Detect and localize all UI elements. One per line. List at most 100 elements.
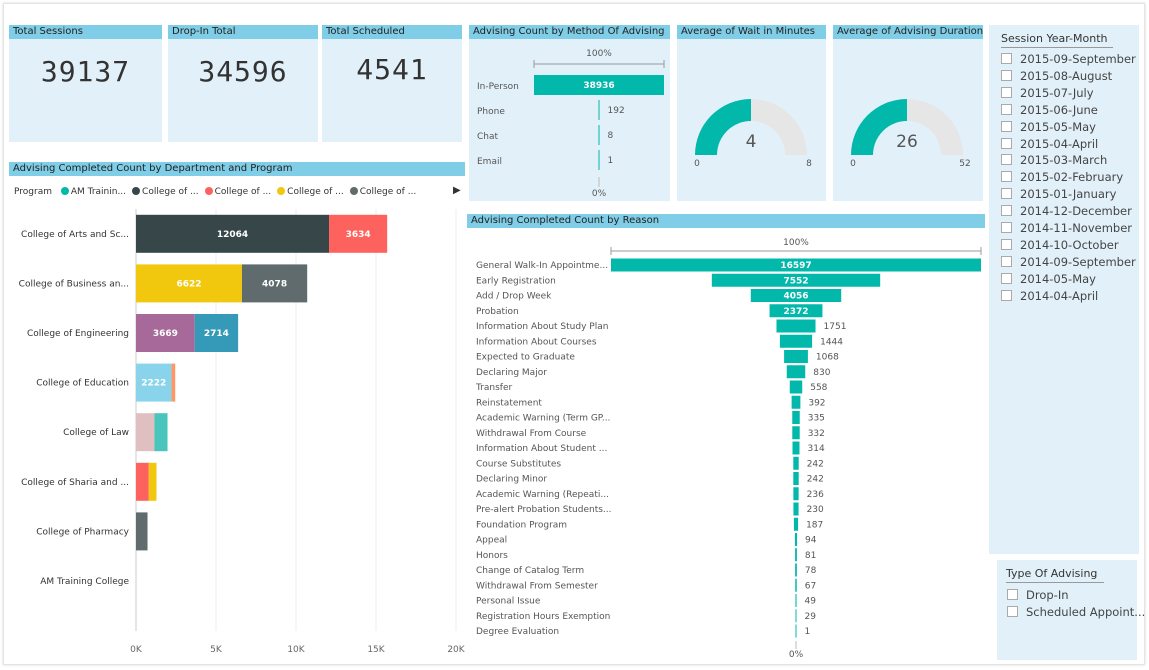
legend-more-icon[interactable]: ▶	[453, 185, 461, 196]
reason-category-label: Academic Warning (Repeati...	[476, 490, 609, 500]
checkbox-icon[interactable]	[1001, 154, 1012, 166]
reason-bar	[792, 426, 800, 440]
dept-bar-segment	[148, 462, 157, 501]
reason-category-label: Withdrawal From Course	[476, 429, 587, 439]
wait-gauge-value: 4	[746, 132, 757, 152]
year-month-option[interactable]: 2015-07-July	[1001, 86, 1094, 100]
year-month-option[interactable]: 2015-04-April	[1001, 137, 1098, 151]
type-option[interactable]: Drop-In	[1007, 588, 1069, 602]
legend-item-label[interactable]: College of ...	[142, 187, 199, 197]
reason-bar	[786, 365, 806, 379]
dept-bar-segment	[154, 413, 168, 452]
duration-gauge-card[interactable]: Average of Advising Duration 26 0 52	[833, 25, 983, 201]
reason-bar	[795, 578, 797, 592]
wait-gauge-fill	[695, 99, 751, 155]
reason-value-label: 1444	[820, 337, 843, 347]
year-month-option-label: 2014-11-November	[1020, 221, 1133, 235]
reason-bar	[769, 304, 823, 318]
year-month-slicer[interactable]: Session Year-Month 2015-09-September 2015…	[989, 25, 1139, 554]
checkbox-icon[interactable]	[1001, 171, 1012, 183]
total-sessions-card[interactable]: Total Sessions 39137	[9, 25, 162, 142]
reason-category-label: Information About Courses	[476, 337, 597, 347]
year-month-option[interactable]: 2015-09-September	[1001, 52, 1136, 66]
method-chart-card[interactable]: Advising Count by Method Of Advising 100…	[469, 25, 670, 201]
checkbox-icon[interactable]	[1001, 103, 1012, 115]
year-month-option[interactable]: 2014-05-May	[1001, 272, 1096, 286]
reason-value-label: 242	[807, 459, 824, 469]
year-month-option[interactable]: 2014-12-December	[1001, 204, 1132, 218]
year-month-option[interactable]: 2014-09-September	[1001, 255, 1136, 269]
reason-value-label: 94	[805, 536, 817, 546]
checkbox-icon[interactable]	[1001, 137, 1012, 149]
legend-item-label[interactable]: College of ...	[214, 187, 272, 197]
year-month-option[interactable]: 2015-01-January	[1001, 187, 1116, 201]
total-sessions-title: Total Sessions	[9, 25, 162, 39]
dept-category-label: College of Engineering	[27, 329, 129, 339]
method-chart-title: Advising Count by Method Of Advising	[469, 25, 670, 39]
dept-bar-segment	[136, 214, 330, 253]
year-month-option[interactable]: 2014-04-April	[1001, 289, 1098, 303]
type-slicer[interactable]: Type Of Advising Drop-In Scheduled Appoin…	[997, 560, 1145, 660]
checkbox-icon[interactable]	[1001, 272, 1012, 284]
checkbox-icon[interactable]	[1007, 606, 1018, 617]
reason-category-label: Honors	[476, 551, 508, 561]
checkbox-icon[interactable]	[1001, 255, 1012, 267]
year-month-option[interactable]: 2014-11-November	[1001, 221, 1132, 235]
checkbox-icon[interactable]	[1001, 53, 1012, 64]
checkbox-icon[interactable]	[1001, 289, 1012, 301]
reason-value-label: 78	[805, 566, 817, 576]
reason-category-label: Registration Hours Exemption	[476, 612, 610, 622]
year-month-option[interactable]: 2015-06-June	[1001, 103, 1098, 117]
legend-item-label[interactable]: AM Trainin...	[70, 187, 127, 197]
checkbox-icon[interactable]	[1001, 69, 1012, 81]
year-month-option-label: 2014-12-December	[1020, 204, 1132, 219]
reason-value-label: 67	[805, 581, 816, 591]
reason-category-label: Academic Warning (Term GP...	[476, 414, 610, 424]
reason-value-label: 242	[807, 475, 824, 485]
reason-value-label: 29	[805, 612, 817, 622]
year-month-option[interactable]: 2015-03-March	[1001, 153, 1107, 167]
dept-category-label: College of Sharia and ...	[21, 478, 129, 488]
dept-chart-panel[interactable]: Advising Completed Count by Department a…	[9, 162, 465, 662]
drop-in-total-card[interactable]: Drop-In Total 34596	[168, 25, 318, 142]
legend-items: AM Trainin... College of ... College of ..…	[55, 187, 416, 197]
total-scheduled-value: 4541	[356, 53, 428, 86]
reason-category-label: Early Registration	[476, 276, 556, 286]
legend-item-label[interactable]: College of ...	[287, 187, 344, 197]
method-value-label: 1	[608, 156, 614, 166]
reason-value-label: 7552	[783, 276, 808, 286]
checkbox-icon[interactable]	[1001, 238, 1012, 250]
checkbox-icon[interactable]	[1007, 589, 1018, 600]
reason-category-label: Transfer	[475, 383, 512, 393]
year-month-option[interactable]: 2015-08-August	[1001, 69, 1112, 83]
dept-segment-label: 2714	[204, 329, 229, 339]
wait-gauge-card[interactable]: Average of Wait in Minutes 4 0 8	[677, 25, 826, 201]
reason-category-label: Information About Study Plan	[476, 322, 608, 332]
checkbox-icon[interactable]	[1001, 120, 1012, 132]
reason-bar	[611, 258, 981, 272]
reason-category-label: Personal Issue	[476, 597, 541, 607]
legend-swatch	[277, 187, 286, 195]
method-category-label: In-Person	[477, 82, 519, 92]
reason-category-label: Course Substitutes	[476, 459, 561, 469]
reason-chart-panel[interactable]: Advising Completed Count by Reason	[467, 214, 985, 662]
total-scheduled-card[interactable]: Total Scheduled 4541	[322, 25, 462, 142]
year-month-option-label: 2014-04-April	[1020, 288, 1099, 303]
year-month-option[interactable]: 2015-02-February	[1001, 170, 1123, 184]
checkbox-icon[interactable]	[1001, 205, 1012, 217]
dept-segment-label: 4078	[262, 279, 287, 289]
type-slicer-underline	[1006, 582, 1104, 583]
year-month-option[interactable]: 2014-10-October	[1001, 238, 1119, 252]
checkbox-icon[interactable]	[1001, 86, 1012, 98]
wait-gauge-title: Average of Wait in Minutes	[677, 25, 826, 39]
legend-item-label[interactable]: College of ...	[359, 187, 417, 197]
year-month-option-label: 2015-01-January	[1020, 187, 1117, 202]
year-month-option[interactable]: 2015-05-May	[1001, 120, 1096, 134]
type-option[interactable]: Scheduled Appoint...	[1007, 605, 1145, 619]
reason-value-label: 830	[813, 368, 830, 378]
reason-bar	[711, 273, 881, 287]
checkbox-icon[interactable]	[1001, 222, 1012, 233]
reason-bar	[793, 502, 799, 516]
checkbox-icon[interactable]	[1001, 188, 1012, 200]
reason-bar	[793, 472, 799, 485]
